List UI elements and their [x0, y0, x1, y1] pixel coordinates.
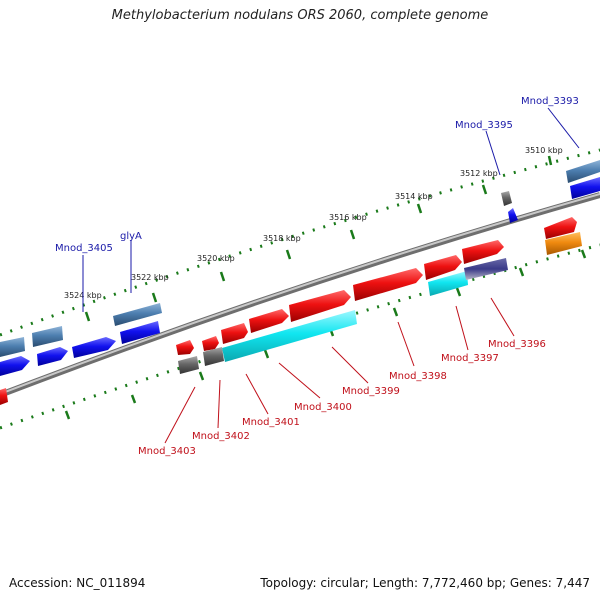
forward-gene	[353, 268, 423, 301]
rna-feature	[32, 326, 63, 347]
major-tick	[580, 249, 587, 259]
gray-feature	[501, 191, 512, 206]
major-tick	[130, 394, 137, 404]
map-title: Methylobacterium nodulans ORS 2060, comp…	[111, 8, 489, 23]
accession-text: Accession: NC_011894	[9, 576, 146, 590]
tick-label: 3516 kbp	[329, 213, 367, 222]
forward-gene	[462, 240, 504, 264]
tick-label: 3522 kbp	[131, 273, 169, 282]
major-tick	[64, 410, 71, 420]
rna-feature	[0, 337, 25, 357]
label-leader-lines	[82, 107, 580, 444]
gene-label-mnod-3400[interactable]: Mnod_3400	[294, 402, 352, 413]
leader-line	[485, 130, 501, 176]
gray-feature	[203, 347, 224, 366]
gene-label-mnod-3399[interactable]: Mnod_3399	[342, 386, 400, 397]
major-tick	[481, 184, 488, 195]
forward-gene	[176, 340, 194, 355]
reverse-gene	[72, 337, 116, 358]
major-tick	[151, 292, 158, 303]
rna-feature	[566, 160, 600, 183]
major-tick	[518, 267, 525, 277]
major-tick	[263, 349, 270, 359]
gene-label-glya[interactable]: glyA	[120, 231, 142, 242]
major-tick	[219, 271, 226, 282]
leader-line	[278, 362, 321, 399]
leader-line	[547, 107, 580, 149]
tick-label: 3512 kbp	[460, 169, 498, 178]
leader-line	[245, 373, 269, 415]
forward-gene	[0, 388, 8, 405]
orange-feature	[545, 232, 582, 255]
gene-label-mnod-3403[interactable]: Mnod_3403	[138, 446, 196, 457]
reverse-gene	[0, 356, 30, 376]
forward-gene	[289, 290, 351, 322]
forward-gene	[221, 323, 248, 344]
gene-label-mnod-3396[interactable]: Mnod_3396	[488, 339, 546, 350]
major-tick	[349, 229, 356, 240]
leader-line	[397, 321, 415, 367]
major-tick	[547, 155, 553, 166]
gene-label-mnod-3401[interactable]: Mnod_3401	[242, 417, 300, 428]
cyan-feature	[222, 310, 357, 362]
major-tick	[198, 371, 205, 381]
tick-label: 3514 kbp	[395, 192, 433, 201]
major-tick	[416, 203, 423, 214]
gray-feature	[178, 356, 199, 374]
inner-major-ticks	[64, 249, 587, 420]
major-tick	[84, 311, 91, 322]
reverse-gene	[508, 208, 518, 223]
forward-gene-track	[0, 217, 577, 405]
major-tick	[455, 287, 462, 297]
major-ticks	[84, 155, 553, 322]
outer-rna-track	[0, 160, 600, 357]
gene-label-mnod-3398[interactable]: Mnod_3398	[389, 371, 447, 382]
leader-line	[217, 379, 221, 429]
tick-label: 3510 kbp	[525, 146, 563, 155]
leader-line	[455, 305, 469, 351]
reverse-gene	[37, 347, 68, 366]
tick-label: 3518 kbp	[263, 234, 301, 243]
forward-gene	[424, 255, 462, 280]
gene-label-mnod-3395[interactable]: Mnod_3395	[455, 120, 513, 131]
rna-feature	[113, 303, 162, 326]
gene-label-mnod-3402[interactable]: Mnod_3402	[192, 431, 250, 442]
reverse-gene	[570, 177, 600, 199]
leader-line	[164, 386, 196, 444]
forward-gene	[544, 217, 577, 239]
inner-feature-track	[178, 191, 582, 374]
reverse-gene	[120, 321, 160, 344]
major-tick	[285, 249, 292, 260]
forward-gene	[249, 309, 289, 333]
tick-label: 3520 kbp	[197, 254, 235, 263]
reverse-gene-track	[0, 177, 600, 376]
topology-text: Topology: circular; Length: 7,772,460 bp…	[260, 576, 590, 590]
gene-label-mnod-3393[interactable]: Mnod_3393	[521, 96, 579, 107]
forward-gene	[202, 336, 219, 351]
leader-line	[490, 297, 515, 337]
purple-feature	[464, 258, 508, 280]
major-tick	[392, 307, 399, 317]
cyan-feature	[428, 271, 468, 296]
gene-label-mnod-3397[interactable]: Mnod_3397	[441, 353, 499, 364]
leader-line	[331, 346, 369, 384]
gene-label-mnod-3405[interactable]: Mnod_3405	[55, 243, 113, 254]
